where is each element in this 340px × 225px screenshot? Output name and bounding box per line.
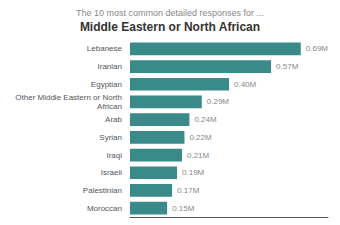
svg-text:0.15M: 0.15M [172,204,195,213]
svg-text:0.29M: 0.29M [207,97,230,106]
svg-text:0.57M: 0.57M [276,62,299,71]
svg-text:Israeli: Israeli [101,168,123,177]
svg-text:Moroccan: Moroccan [87,204,122,213]
svg-text:Egyptian: Egyptian [91,80,122,89]
svg-text:Iraqi: Iraqi [106,151,122,160]
svg-text:Palestinian: Palestinian [83,186,122,195]
svg-text:0.19M: 0.19M [182,168,205,177]
svg-text:0.21M: 0.21M [187,151,210,160]
svg-text:0.40M: 0.40M [234,80,257,89]
svg-text:0.22M: 0.22M [189,133,212,142]
svg-text:Other Middle Eastern or North: Other Middle Eastern or North [15,93,122,102]
svg-text:0.17M: 0.17M [177,186,200,195]
svg-text:Arab: Arab [105,115,122,124]
svg-text:0.69M: 0.69M [306,44,329,53]
svg-text:0.24M: 0.24M [194,115,217,124]
svg-text:The 10 most common detailed re: The 10 most common detailed responses fo… [76,8,264,18]
svg-text:Lebanese: Lebanese [87,44,123,53]
svg-text:African: African [97,102,122,111]
svg-text:Middle Eastern or North Africa: Middle Eastern or North African [80,20,260,34]
svg-text:Iranian: Iranian [98,62,122,71]
svg-text:Syrian: Syrian [99,133,122,142]
